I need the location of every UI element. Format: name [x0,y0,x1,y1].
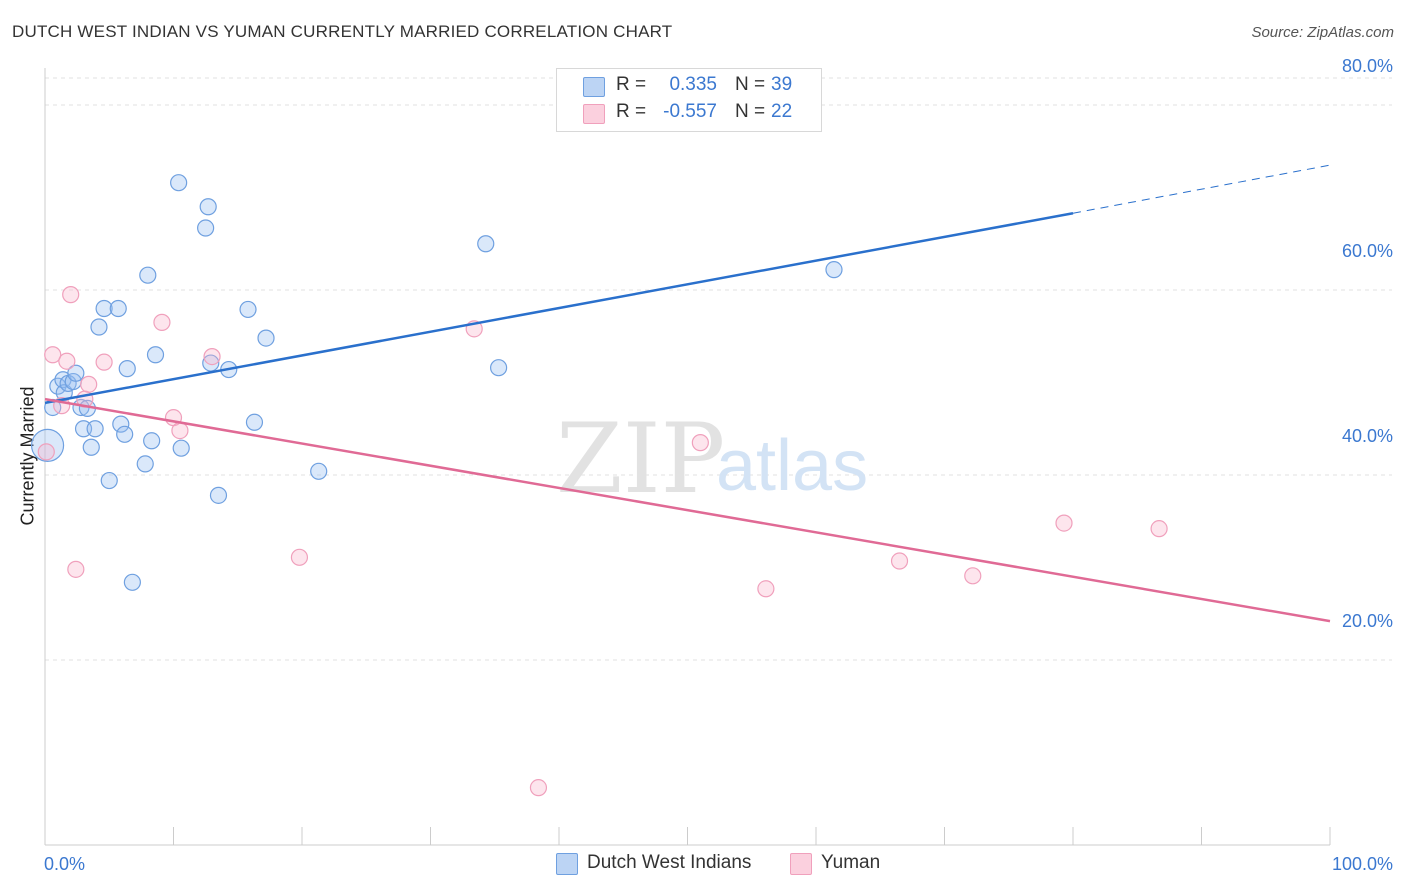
yuman-point [44,346,62,364]
watermark-zip: ZIP [556,403,725,515]
dutch-point [82,438,100,456]
dutch-point [109,299,127,318]
dutch-point [67,364,85,382]
yuman-point [1150,520,1168,538]
dutch-point [209,486,228,504]
yuman-point [171,422,189,440]
watermark-atlas: atlas [716,426,868,506]
dutch-point [172,439,190,457]
legend-label-yuman: Yuman [821,852,881,873]
yuman-point [37,443,55,461]
dutch-point [112,415,130,433]
yuman-point [1055,514,1073,532]
dutch-trend-extension [1072,164,1331,214]
legend-swatch-dutch [583,77,605,97]
dutch-point [30,428,65,462]
axes [44,68,1331,846]
stats-legend: R = 0.335 N = 39 R = -0.557 N = 22 [556,68,822,132]
dutch-point [86,420,104,438]
legend-swatch-dutch [556,853,578,875]
dutch-point [257,329,275,347]
data-points [30,174,1168,797]
dutch-point [199,198,217,216]
dutch-point [95,299,113,318]
x-tick-label: 100.0% [1332,854,1393,874]
dutch-point [310,462,328,480]
tick-labels: 20.0% 40.0% 60.0% 80.0% 0.0% 100.0% [44,56,1393,874]
legend-row-dutch: R = 0.335 N = 39 [557,74,821,100]
yuman-point [80,375,98,393]
yuman-point [203,348,221,366]
dutch-point [245,413,264,431]
dutch-point [146,346,165,364]
dutch-point [143,432,161,450]
legend-n-label: N = [735,74,766,95]
yuman-trend-line [44,397,1331,623]
yuman-point [691,434,709,452]
dutch-point [239,300,257,319]
yuman-point [62,286,80,304]
dutch-trend-line [44,211,1074,405]
dutch-point [197,219,215,237]
dutch-point [139,266,157,284]
dutch-point [136,455,154,473]
yuman-point [58,352,76,370]
legend-row-yuman: R = -0.557 N = 22 [557,101,821,127]
yuman-point [757,580,775,598]
legend-swatch-yuman [790,853,812,875]
yuman-point [529,779,548,797]
legend-label-dutch: Dutch West Indians [587,852,752,873]
legend-n-value: 39 [771,74,793,95]
dutch-point [116,425,134,443]
y-tick-label: 20.0% [1342,611,1393,631]
dutch-point [118,360,136,378]
legend-r-label: R = [616,101,647,122]
dutch-point [170,174,188,192]
y-tick-label: 80.0% [1342,56,1393,76]
dutch-point [100,471,118,490]
legend-n-label: N = [735,101,766,122]
yuman-point [290,548,309,566]
dutch-point [90,318,108,336]
legend-r-label: R = [616,74,647,95]
source-label: Source: ZipAtlas.com [1251,24,1394,41]
legend-swatch-yuman [583,104,605,124]
grid-lines [45,77,1392,661]
dutch-point [490,359,508,377]
legend-r-value: 0.335 [669,74,717,95]
dutch-point [55,384,73,402]
trend-lines [44,164,1331,623]
y-tick-label: 60.0% [1342,241,1393,261]
legend-r-value: -0.557 [663,101,717,122]
yuman-point [95,353,113,371]
dutch-point [123,573,141,591]
yuman-point [890,552,909,570]
x-tick-label: 0.0% [44,854,85,874]
dutch-point [825,261,843,279]
chart-title: DUTCH WEST INDIAN VS YUMAN CURRENTLY MAR… [12,22,673,41]
legend-n-value: 22 [771,101,793,122]
dutch-point [477,235,495,253]
yuman-point [153,313,171,331]
watermark: ZIP atlas [556,403,868,515]
yuman-point [67,560,85,578]
yuman-point [964,567,982,585]
y-tick-label: 40.0% [1342,426,1393,446]
